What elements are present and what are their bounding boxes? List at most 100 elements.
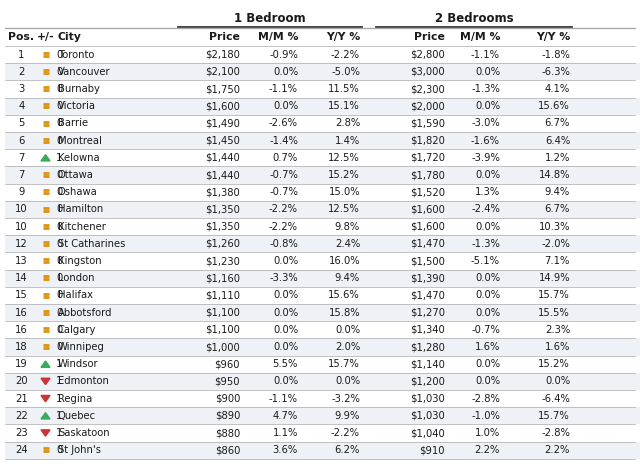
Text: 0.7%: 0.7% — [273, 153, 298, 163]
Text: -3.9%: -3.9% — [471, 153, 500, 163]
Text: $1,100: $1,100 — [205, 325, 240, 335]
Text: 0: 0 — [56, 239, 62, 249]
Text: -3.0%: -3.0% — [471, 118, 500, 128]
Text: 9: 9 — [19, 187, 25, 197]
Text: $1,030: $1,030 — [410, 411, 445, 421]
Text: -1.3%: -1.3% — [471, 84, 500, 94]
Text: 7: 7 — [19, 153, 25, 163]
Text: -1.6%: -1.6% — [471, 135, 500, 146]
Text: 1 Bedroom: 1 Bedroom — [234, 11, 306, 25]
Text: 4.7%: 4.7% — [273, 411, 298, 421]
Text: $1,470: $1,470 — [410, 239, 445, 249]
Text: +/-: +/- — [36, 32, 54, 42]
Bar — [5, 407, 640, 424]
Bar — [5, 184, 640, 201]
Text: 23: 23 — [15, 428, 28, 438]
Text: $1,340: $1,340 — [410, 325, 445, 335]
Text: 3.6%: 3.6% — [273, 445, 298, 455]
Bar — [5, 149, 640, 166]
Text: $2,000: $2,000 — [410, 101, 445, 111]
Text: Winnipeg: Winnipeg — [58, 342, 105, 352]
Text: -0.9%: -0.9% — [269, 49, 298, 59]
Text: 10.3%: 10.3% — [538, 222, 570, 232]
Text: 6: 6 — [19, 135, 25, 146]
Text: 1: 1 — [56, 153, 62, 163]
Text: $1,600: $1,600 — [205, 101, 240, 111]
Bar — [5, 287, 640, 304]
Text: Kitchener: Kitchener — [58, 222, 106, 232]
Text: Abbotsford: Abbotsford — [58, 308, 113, 318]
Text: -2.6%: -2.6% — [269, 118, 298, 128]
Text: Oshawa: Oshawa — [58, 187, 98, 197]
Text: 0.0%: 0.0% — [475, 101, 500, 111]
Text: 0.0%: 0.0% — [273, 101, 298, 111]
Bar — [5, 115, 640, 132]
Text: $1,200: $1,200 — [410, 376, 445, 386]
Text: 0.0%: 0.0% — [273, 290, 298, 300]
Text: 18: 18 — [15, 342, 28, 352]
Text: $1,100: $1,100 — [205, 308, 240, 318]
Text: 1.3%: 1.3% — [475, 187, 500, 197]
Text: 0: 0 — [56, 84, 62, 94]
Text: -3.3%: -3.3% — [269, 273, 298, 283]
Polygon shape — [41, 430, 50, 436]
Polygon shape — [41, 413, 50, 419]
Text: $1,350: $1,350 — [205, 222, 240, 232]
Text: $950: $950 — [214, 376, 240, 386]
Text: 0: 0 — [56, 325, 62, 335]
Bar — [5, 304, 640, 321]
Text: 6.7%: 6.7% — [545, 118, 570, 128]
Text: $900: $900 — [214, 394, 240, 404]
Text: $1,600: $1,600 — [410, 222, 445, 232]
Text: Regina: Regina — [58, 394, 92, 404]
Text: Ottawa: Ottawa — [58, 170, 94, 180]
Text: $1,440: $1,440 — [205, 153, 240, 163]
Bar — [5, 373, 640, 390]
Text: London: London — [58, 273, 95, 283]
Text: 5: 5 — [19, 118, 25, 128]
Text: Calgary: Calgary — [58, 325, 97, 335]
Text: -2.0%: -2.0% — [541, 239, 570, 249]
Text: 1.6%: 1.6% — [545, 342, 570, 352]
Text: 15.6%: 15.6% — [538, 101, 570, 111]
Text: $1,500: $1,500 — [410, 256, 445, 266]
Bar — [5, 97, 640, 115]
Text: -1.1%: -1.1% — [269, 394, 298, 404]
Text: 15.7%: 15.7% — [538, 290, 570, 300]
Text: 15.5%: 15.5% — [538, 308, 570, 318]
Text: 0: 0 — [56, 222, 62, 232]
Text: 0.0%: 0.0% — [273, 376, 298, 386]
Text: 15.8%: 15.8% — [328, 308, 360, 318]
Text: 0.0%: 0.0% — [475, 170, 500, 180]
Text: Burnaby: Burnaby — [58, 84, 100, 94]
Bar — [5, 390, 640, 407]
Text: Y/Y %: Y/Y % — [326, 32, 360, 42]
Text: 11.5%: 11.5% — [328, 84, 360, 94]
Text: 1: 1 — [56, 428, 62, 438]
Text: $1,160: $1,160 — [205, 273, 240, 283]
Text: 13: 13 — [15, 256, 28, 266]
Text: 2.3%: 2.3% — [545, 325, 570, 335]
Text: 15: 15 — [15, 290, 28, 300]
Text: $1,490: $1,490 — [205, 118, 240, 128]
Text: 0: 0 — [56, 101, 62, 111]
Text: 0.0%: 0.0% — [335, 325, 360, 335]
Text: $1,110: $1,110 — [205, 290, 240, 300]
Text: $1,520: $1,520 — [410, 187, 445, 197]
Text: St Catharines: St Catharines — [58, 239, 125, 249]
Text: 1.0%: 1.0% — [475, 428, 500, 438]
Text: Hamilton: Hamilton — [58, 204, 103, 214]
Text: -1.3%: -1.3% — [471, 239, 500, 249]
Text: 0.0%: 0.0% — [273, 325, 298, 335]
Text: Windsor: Windsor — [58, 359, 99, 369]
Text: Kingston: Kingston — [58, 256, 102, 266]
Text: 0: 0 — [56, 308, 62, 318]
Text: 0: 0 — [56, 67, 62, 77]
Text: 0.0%: 0.0% — [475, 290, 500, 300]
Text: $1,750: $1,750 — [205, 84, 240, 94]
Text: $1,780: $1,780 — [410, 170, 445, 180]
Text: 1.4%: 1.4% — [335, 135, 360, 146]
Text: 0: 0 — [56, 49, 62, 59]
Text: $1,350: $1,350 — [205, 204, 240, 214]
Text: $880: $880 — [215, 428, 240, 438]
